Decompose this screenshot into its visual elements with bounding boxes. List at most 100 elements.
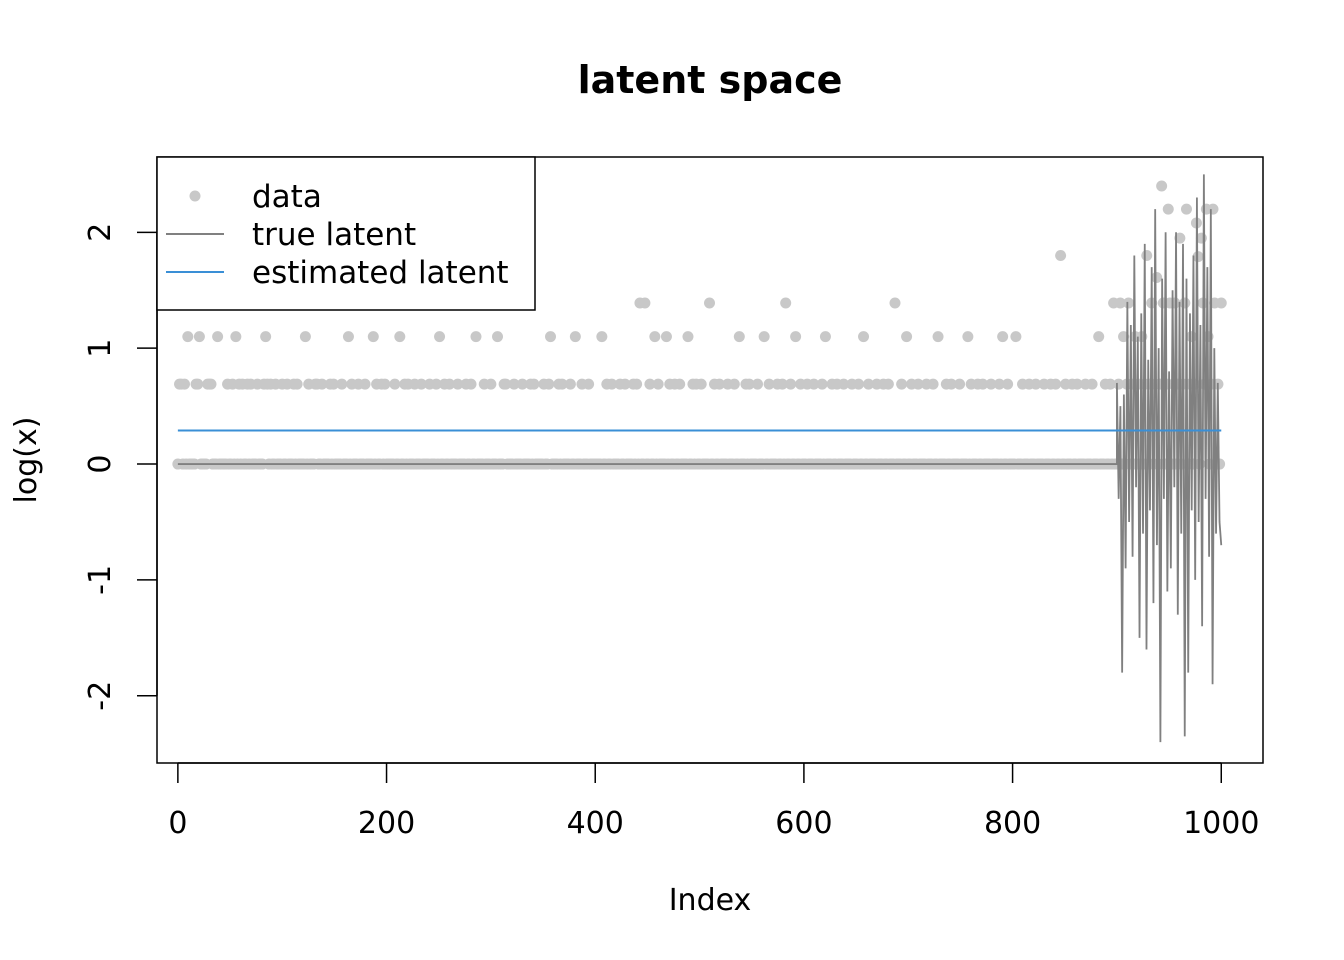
legend-label-estimated-latent: estimated latent xyxy=(252,255,509,291)
data-point xyxy=(1010,331,1022,343)
data-point xyxy=(1093,331,1105,343)
data-point xyxy=(776,378,788,390)
data-point xyxy=(359,378,371,390)
data-point xyxy=(342,331,354,343)
data-point xyxy=(758,331,770,343)
data-point xyxy=(743,378,755,390)
data-point xyxy=(316,378,328,390)
data-point xyxy=(962,331,974,343)
data-point xyxy=(1002,378,1014,390)
data-point xyxy=(492,331,504,343)
data-point xyxy=(1180,203,1192,215)
data-point xyxy=(785,378,797,390)
data-point xyxy=(1071,378,1083,390)
y-tick-label: 0 xyxy=(83,455,118,474)
legend: data true latent estimated latent xyxy=(156,156,536,311)
data-point xyxy=(945,378,957,390)
data-point xyxy=(674,378,686,390)
data-point xyxy=(819,331,831,343)
data-point xyxy=(452,378,464,390)
legend-data-marker xyxy=(189,190,201,202)
data-point xyxy=(977,378,989,390)
data-point xyxy=(485,378,497,390)
data-point xyxy=(889,297,901,309)
data-point xyxy=(178,378,190,390)
data-point xyxy=(695,378,707,390)
data-point xyxy=(649,331,661,343)
data-point xyxy=(932,331,944,343)
true-latent-line xyxy=(177,174,1223,743)
data-point xyxy=(212,331,224,343)
x-tick-label: 400 xyxy=(567,806,624,841)
data-point xyxy=(379,378,391,390)
data-point xyxy=(1156,180,1168,192)
data-point xyxy=(644,378,656,390)
data-point xyxy=(639,297,651,309)
y-tick-label: 1 xyxy=(83,339,118,358)
data-point xyxy=(858,331,870,343)
data-point xyxy=(1162,203,1174,215)
data-point xyxy=(1123,297,1135,309)
data-point xyxy=(500,378,512,390)
data-point xyxy=(192,378,204,390)
data-point xyxy=(927,378,939,390)
data-point xyxy=(682,331,694,343)
data-point xyxy=(862,378,874,390)
y-axis: -2 -1 0 1 2 xyxy=(83,223,158,711)
data-point xyxy=(713,378,725,390)
data-point xyxy=(1104,378,1116,390)
series-lines xyxy=(177,174,1223,743)
y-axis-label: log(x) xyxy=(9,417,44,504)
data-point xyxy=(660,331,672,343)
data-point xyxy=(606,378,618,390)
y-tick-label: -1 xyxy=(83,565,118,595)
data-point xyxy=(1179,297,1191,309)
data-point xyxy=(193,331,205,343)
data-point xyxy=(752,378,764,390)
data-point xyxy=(631,378,643,390)
data-point xyxy=(1055,249,1067,261)
data-point xyxy=(912,378,924,390)
data-point xyxy=(516,378,528,390)
data-point xyxy=(1030,378,1042,390)
data-point xyxy=(556,378,568,390)
x-tick-label: 200 xyxy=(358,806,415,841)
x-tick-label: 600 xyxy=(775,806,832,841)
data-point xyxy=(328,378,340,390)
data-point xyxy=(443,378,455,390)
data-point xyxy=(985,378,997,390)
data-point xyxy=(569,331,581,343)
data-point xyxy=(434,331,446,343)
legend-label-data: data xyxy=(252,179,322,215)
data-point xyxy=(583,378,595,390)
data-point xyxy=(260,331,272,343)
data-point xyxy=(1207,203,1219,215)
data-point xyxy=(1114,297,1126,309)
data-point xyxy=(997,331,1009,343)
x-tick-label: 800 xyxy=(984,806,1041,841)
legend-label-true-latent: true latent xyxy=(252,217,416,253)
chart-title: latent space xyxy=(578,58,843,102)
x-axis-label: Index xyxy=(669,883,752,918)
data-point xyxy=(205,378,217,390)
data-point xyxy=(901,331,913,343)
data-point xyxy=(465,378,477,390)
data-point xyxy=(528,378,540,390)
data-point xyxy=(1174,232,1186,244)
data-point xyxy=(1141,249,1153,261)
x-axis: 0 200 400 600 800 1000 xyxy=(168,762,1259,841)
data-point xyxy=(853,378,865,390)
data-point xyxy=(896,378,908,390)
data-point xyxy=(543,378,555,390)
data-point xyxy=(596,331,608,343)
data-point xyxy=(993,378,1005,390)
data-point xyxy=(389,378,401,390)
data-point xyxy=(1151,272,1163,284)
data-point xyxy=(1113,378,1125,390)
data-point xyxy=(415,378,427,390)
data-point xyxy=(230,331,242,343)
data-point xyxy=(1050,378,1062,390)
data-point xyxy=(336,378,348,390)
